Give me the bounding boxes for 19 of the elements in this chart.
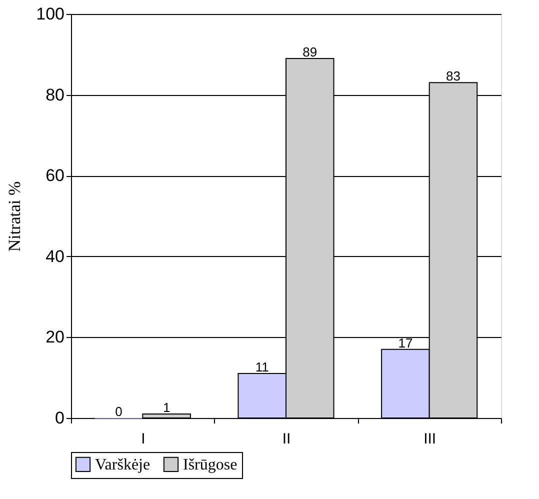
x-tick-label: II <box>282 430 291 448</box>
data-label: 83 <box>446 68 460 84</box>
data-label: 17 <box>398 335 413 350</box>
x-tick-label: III <box>424 430 436 448</box>
y-tick-label: 80 <box>46 85 64 104</box>
bar <box>142 413 191 418</box>
y-tick-label: 0 <box>55 408 64 428</box>
y-tick-label: 60 <box>46 166 64 186</box>
data-label: 0 <box>115 404 122 419</box>
data-label: 89 <box>302 44 318 60</box>
data-label: 11 <box>255 360 269 375</box>
y-axis-title: Nitratai % <box>5 181 24 252</box>
legend-label: Varškėje <box>95 456 150 474</box>
x-tick-label: I <box>141 430 146 448</box>
y-tick-label: 40 <box>46 246 64 266</box>
data-label: 1 <box>162 400 170 415</box>
y-tick-label: 100 <box>36 4 64 24</box>
y-tick-label: 20 <box>46 328 64 347</box>
legend-label: Išrūgose <box>183 456 238 474</box>
